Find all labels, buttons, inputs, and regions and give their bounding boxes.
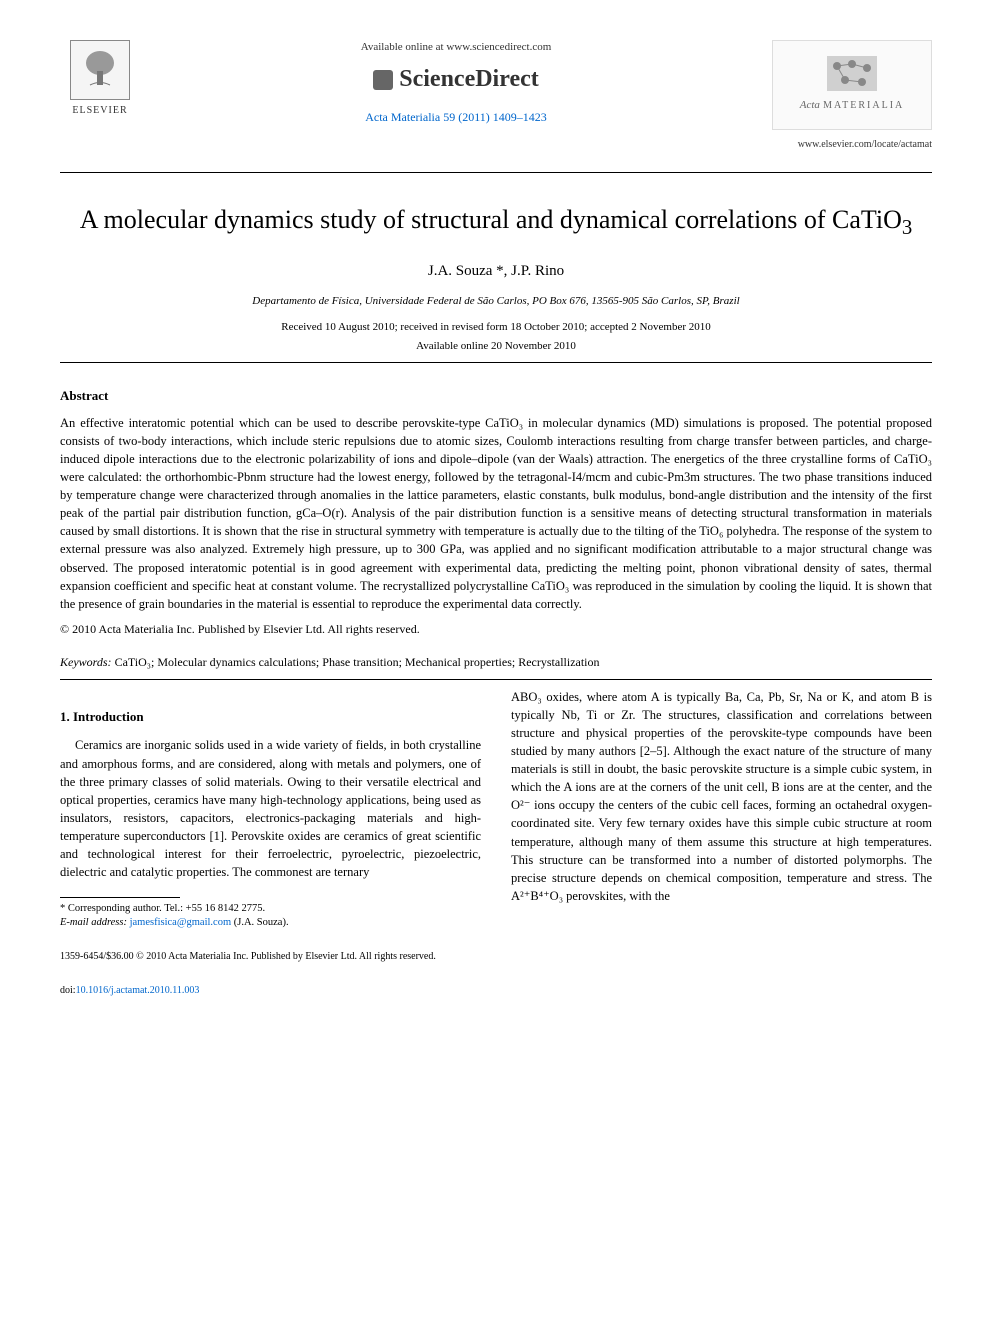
keywords: Keywords: CaTiO₃; Molecular dynamics cal… (60, 654, 932, 671)
author-email[interactable]: jamesfisica@gmail.com (130, 917, 232, 928)
acta-italic: Acta MATERIALIA (800, 95, 905, 113)
acta-graphic-icon (827, 56, 877, 91)
center-header: Available online at www.sciencedirect.co… (140, 40, 772, 126)
abstract-text: An effective interatomic potential which… (60, 414, 932, 613)
sciencedirect-logo: ScienceDirect (160, 63, 752, 97)
footer-doi: doi:10.1016/j.actamat.2010.11.003 (60, 984, 932, 998)
elsevier-tree-icon (70, 40, 130, 100)
footer-issn: 1359-6454/$36.00 © 2010 Acta Materialia … (60, 950, 932, 964)
authors: J.A. Souza *, J.P. Rino (60, 261, 932, 282)
top-divider (60, 172, 932, 173)
keywords-label: Keywords: (60, 655, 112, 669)
sciencedirect-text: ScienceDirect (399, 63, 539, 97)
mid-divider-1 (60, 362, 932, 363)
keywords-text: CaTiO₃; Molecular dynamics calculations;… (112, 655, 600, 669)
elsevier-label: ELSEVIER (72, 104, 127, 118)
header-row: ELSEVIER Available online at www.science… (60, 40, 932, 130)
journal-cover-logo: Acta MATERIALIA (772, 40, 932, 130)
intro-heading: 1. Introduction (60, 708, 481, 727)
available-online-date: Available online 20 November 2010 (60, 339, 932, 354)
email-label: E-mail address: (60, 917, 127, 928)
journal-url[interactable]: www.elsevier.com/locate/actamat (60, 138, 932, 152)
received-dates: Received 10 August 2010; received in rev… (60, 320, 932, 335)
intro-paragraph-left: Ceramics are inorganic solids used in a … (60, 736, 481, 881)
doi-label: doi: (60, 985, 76, 996)
email-footnote: E-mail address: jamesfisica@gmail.com (J… (60, 916, 481, 930)
intro-paragraph-right: ABO₃ oxides, where atom A is typically B… (511, 688, 932, 906)
intro-columns: 1. Introduction Ceramics are inorganic s… (60, 688, 932, 930)
available-online-text: Available online at www.sciencedirect.co… (160, 40, 752, 55)
doi-link[interactable]: 10.1016/j.actamat.2010.11.003 (76, 985, 200, 996)
intro-col-right: ABO₃ oxides, where atom A is typically B… (511, 688, 932, 930)
journal-reference[interactable]: Acta Materialia 59 (2011) 1409–1423 (160, 109, 752, 126)
intro-col-left: 1. Introduction Ceramics are inorganic s… (60, 688, 481, 930)
abstract-heading: Abstract (60, 387, 932, 405)
corresponding-author-footnote: * Corresponding author. Tel.: +55 16 814… (60, 902, 481, 916)
abstract-copyright: © 2010 Acta Materialia Inc. Published by… (60, 621, 932, 638)
elsevier-logo: ELSEVIER (60, 40, 140, 130)
affiliation: Departamento de Física, Universidade Fed… (60, 294, 932, 309)
email-author-name: (J.A. Souza). (234, 917, 289, 928)
sciencedirect-icon (373, 70, 393, 90)
article-title: A molecular dynamics study of structural… (60, 203, 932, 241)
footnote-separator (60, 897, 180, 898)
mid-divider-2 (60, 679, 932, 680)
